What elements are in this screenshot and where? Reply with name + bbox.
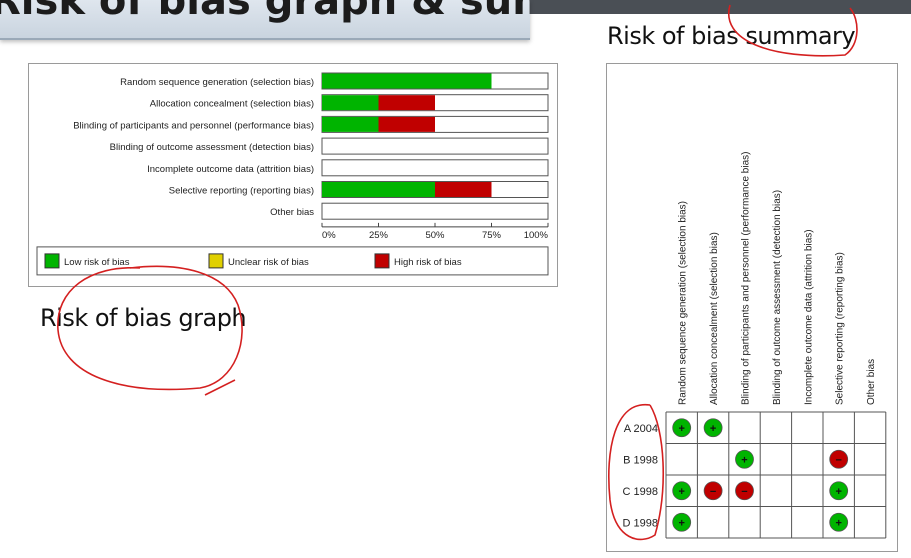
bar-segment-0 bbox=[322, 182, 435, 197]
risk-symbol: + bbox=[741, 454, 747, 466]
bar-frame bbox=[321, 159, 549, 177]
summary-heading: Risk of bias summary bbox=[607, 22, 856, 50]
risk-dot-low bbox=[672, 512, 692, 532]
bar-segment-0 bbox=[322, 116, 379, 132]
risk-symbol: + bbox=[678, 486, 684, 498]
legend-swatch bbox=[44, 253, 60, 269]
risk-dot-low bbox=[672, 418, 692, 438]
risk-symbol: − bbox=[835, 454, 841, 466]
legend-label: Unclear risk of bias bbox=[228, 257, 309, 268]
bar-segment-2 bbox=[435, 182, 492, 197]
risk-of-bias-summary: Random sequence generation (selection bi… bbox=[623, 152, 887, 539]
legend-swatch bbox=[374, 253, 390, 269]
top-dark-bar bbox=[530, 0, 911, 14]
legend-swatch bbox=[208, 253, 224, 269]
column-header: Allocation concealment (selection bias) bbox=[709, 232, 720, 405]
study-label: D 1998 bbox=[623, 517, 658, 529]
risk-dot-low bbox=[735, 449, 754, 469]
graph-heading: Risk of bias graph bbox=[40, 304, 247, 332]
category-label: Selective reporting (reporting bias) bbox=[169, 186, 314, 197]
category-label: Random sequence generation (selection bi… bbox=[120, 77, 314, 88]
risk-dot-high bbox=[829, 449, 849, 469]
column-header: Incomplete outcome data (attrition bias) bbox=[803, 229, 814, 405]
column-header: Blinding of outcome assessment (detectio… bbox=[772, 190, 783, 405]
category-label: Blinding of outcome assessment (detectio… bbox=[110, 142, 314, 153]
bar-segment-0 bbox=[322, 73, 492, 89]
risk-dot-low bbox=[672, 481, 692, 501]
study-label: B 1998 bbox=[623, 454, 658, 466]
x-tick-label: 100% bbox=[524, 230, 549, 241]
column-header: Selective reporting (reporting bias) bbox=[835, 252, 846, 405]
slide-title-box: Risk of bias graph & summary bbox=[0, 0, 530, 40]
column-header: Random sequence generation (selection bi… bbox=[678, 201, 689, 405]
risk-dot-high bbox=[703, 481, 723, 501]
risk-symbol: + bbox=[678, 517, 684, 529]
column-header: Blinding of participants and personnel (… bbox=[741, 152, 752, 405]
risk-of-bias-graph: Random sequence generation (selection bi… bbox=[36, 72, 549, 276]
category-label: Allocation concealment (selection bias) bbox=[150, 99, 314, 110]
risk-dot-low bbox=[703, 418, 723, 438]
risk-symbol: + bbox=[710, 423, 716, 435]
bar-frame bbox=[321, 137, 549, 155]
bar-segment-0 bbox=[322, 95, 379, 111]
risk-symbol: − bbox=[741, 486, 747, 498]
bar-frame bbox=[321, 202, 549, 220]
bar-segment-2 bbox=[378, 116, 435, 132]
slide-title: Risk of bias graph & summary bbox=[0, 0, 530, 24]
risk-symbol: + bbox=[835, 486, 841, 498]
risk-of-bias-graph-panel: Random sequence generation (selection bi… bbox=[28, 63, 558, 287]
legend-label: Low risk of bias bbox=[64, 257, 130, 268]
x-tick-label: 75% bbox=[482, 230, 502, 241]
study-label: C 1998 bbox=[623, 486, 658, 498]
risk-dot-high bbox=[735, 481, 754, 501]
category-label: Incomplete outcome data (attrition bias) bbox=[147, 164, 314, 175]
column-header: Other bias bbox=[866, 359, 877, 405]
x-tick-label: 25% bbox=[369, 230, 389, 241]
x-tick-label: 0% bbox=[322, 230, 336, 241]
risk-dot-low bbox=[829, 512, 849, 532]
bar-segment-2 bbox=[378, 95, 435, 111]
risk-symbol: − bbox=[710, 486, 716, 498]
legend-label: High risk of bias bbox=[394, 257, 462, 268]
risk-symbol: + bbox=[835, 517, 841, 529]
risk-symbol: + bbox=[678, 423, 684, 435]
risk-dot-low bbox=[829, 481, 849, 501]
study-label: A 2004 bbox=[624, 423, 658, 435]
category-label: Other bias bbox=[270, 207, 314, 218]
category-label: Blinding of participants and personnel (… bbox=[73, 120, 314, 131]
x-tick-label: 50% bbox=[425, 230, 445, 241]
risk-of-bias-summary-panel: Random sequence generation (selection bi… bbox=[606, 63, 898, 552]
